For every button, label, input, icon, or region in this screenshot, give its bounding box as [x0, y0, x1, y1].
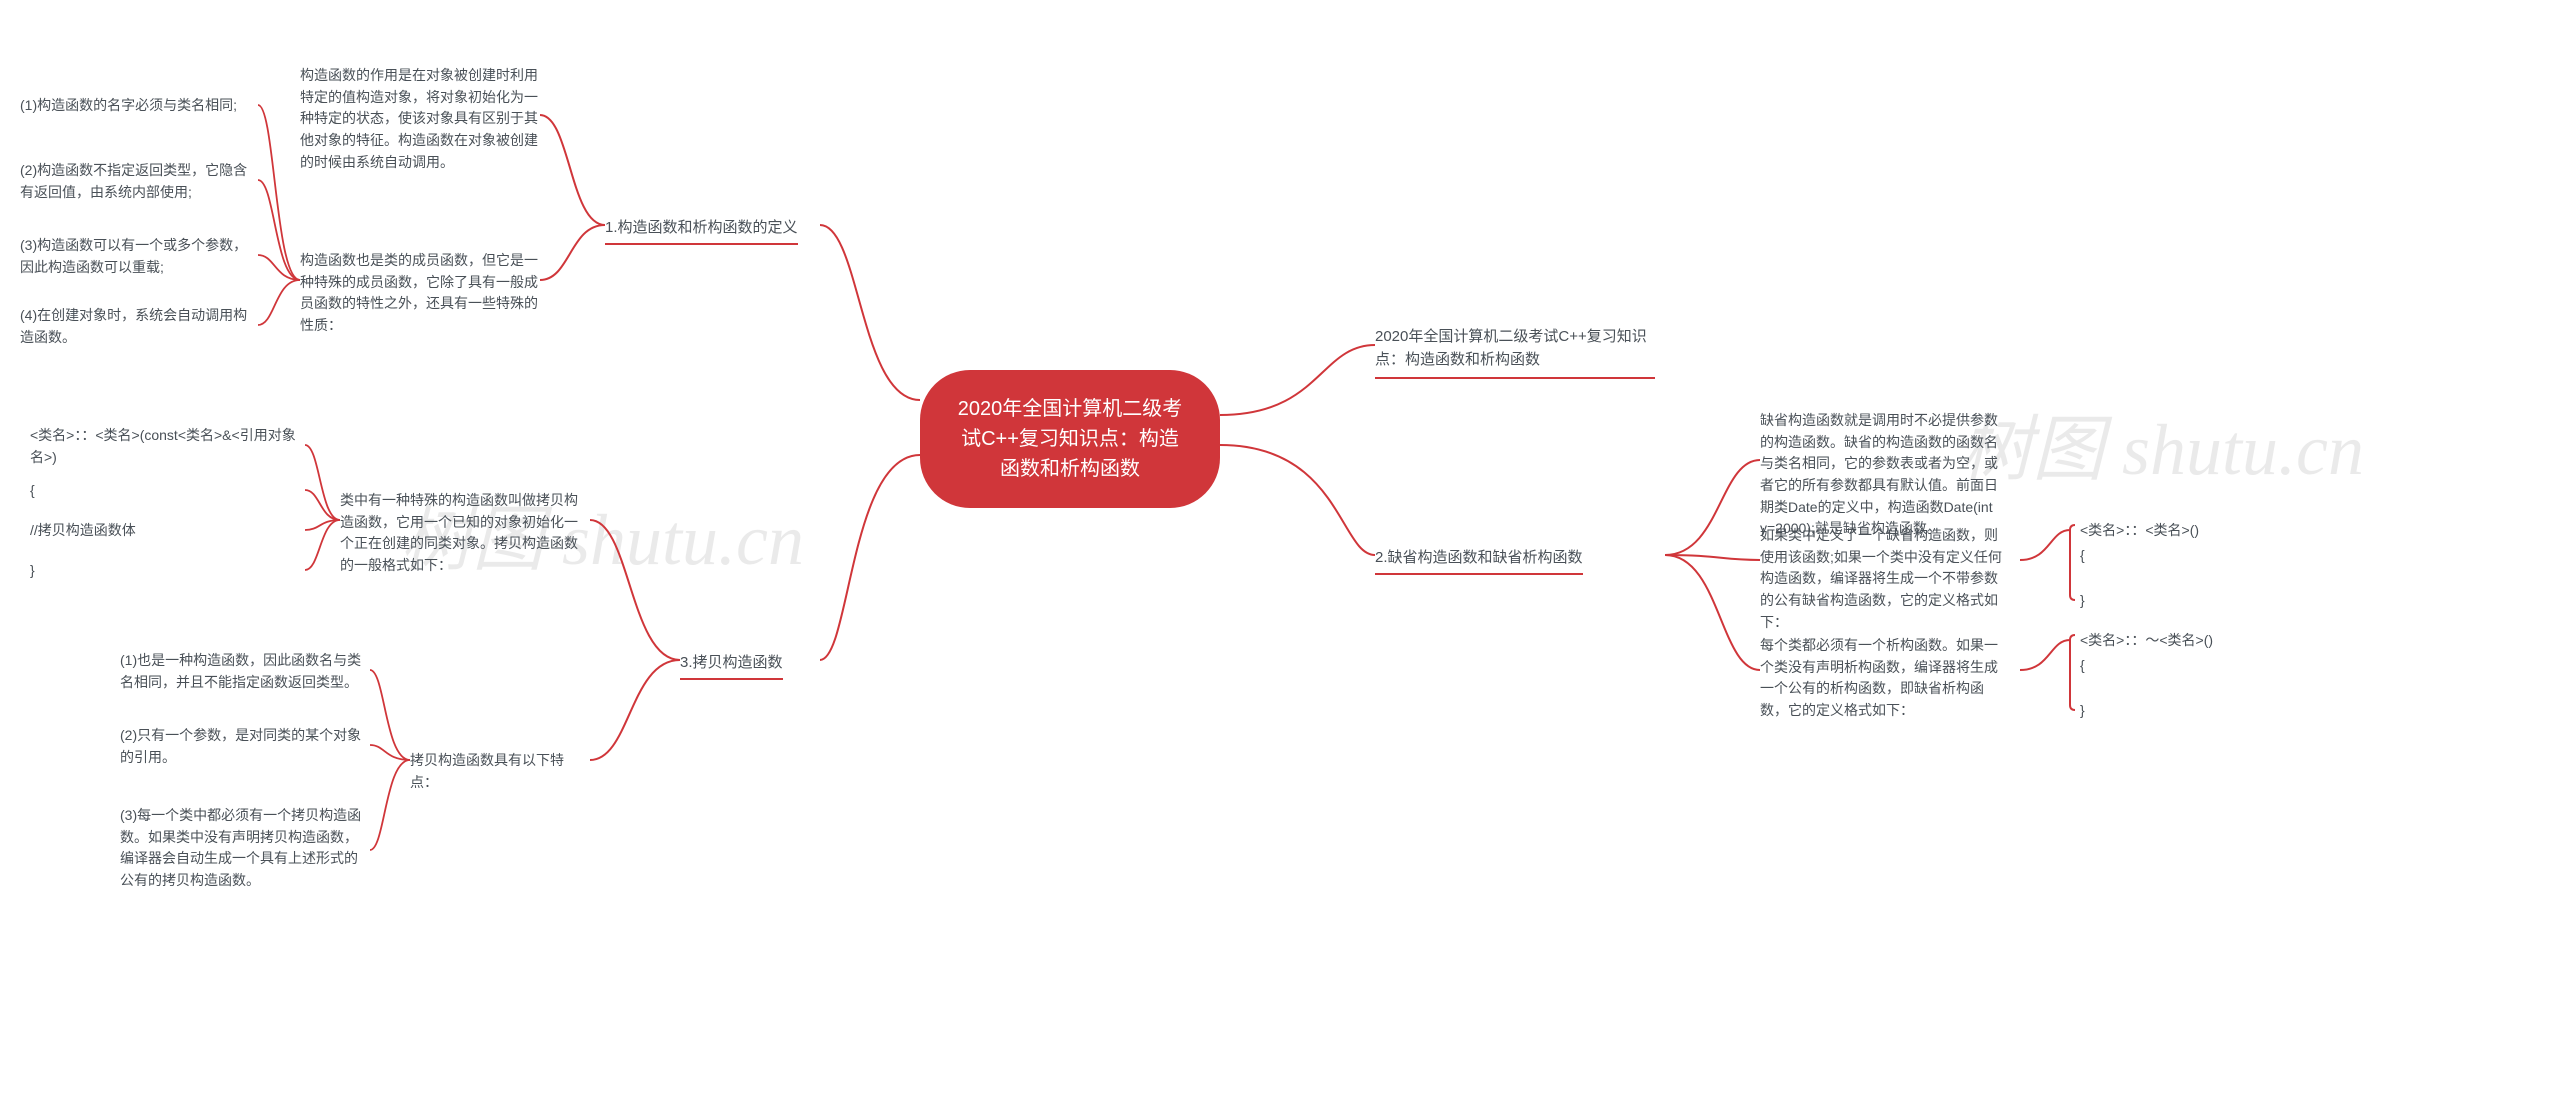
leaf-l1-b-4: (4)在创建对象时，系统会自动调用构造函数。: [20, 305, 250, 348]
leaf-l2-a-code1: <类名>：：<类名>(const<类名>&<引用对象名>): [30, 425, 300, 468]
leaf-l2-a: 类中有一种特殊的构造函数叫做拷贝构造函数，它用一个已知的对象初始化一个正在创建的…: [340, 490, 590, 577]
leaf-l2-b-1: (1)也是一种构造函数，因此函数名与类名相同，并且不能指定函数返回类型。: [120, 650, 365, 693]
root-node[interactable]: 2020年全国计算机二级考试C++复习知识点：构造函数和析构函数: [920, 370, 1220, 508]
leaf-l2-a-code3: //拷贝构造函数体: [30, 520, 136, 542]
leaf-l1-b: 构造函数也是类的成员函数，但它是一种特殊的成员函数，它除了具有一般成员函数的特性…: [300, 250, 540, 337]
leaf-l1-b-2: (2)构造函数不指定返回类型，它隐含有返回值，由系统内部使用;: [20, 160, 250, 203]
leaf-l2-b-3: (3)每一个类中都必须有一个拷贝构造函数。如果类中没有声明拷贝构造函数，编译器会…: [120, 805, 370, 892]
leaf-r1-b-code3: }: [2080, 590, 2085, 612]
leaf-r1-c-code2: {: [2080, 655, 2085, 677]
branch-r1[interactable]: 2.缺省构造函数和缺省析构函数: [1375, 540, 1583, 575]
watermark-right: 树图 shutu.cn: [1960, 390, 2364, 495]
leaf-l1-b-1: (1)构造函数的名字必须与类名相同;: [20, 95, 237, 117]
leaf-l1-a: 构造函数的作用是在对象被创建时利用特定的值构造对象，将对象初始化为一种特定的状态…: [300, 65, 540, 173]
branch-r0[interactable]: 2020年全国计算机二级考试C++复习知识点：构造函数和析构函数: [1375, 320, 1655, 379]
leaf-r1-c-code1: <类名>：：～<类名>(): [2080, 630, 2213, 652]
leaf-l2-b: 拷贝构造函数具有以下特点：: [410, 750, 590, 793]
branch-r0-label: 2020年全国计算机二级考试C++复习知识点：构造函数和析构函数: [1375, 328, 1647, 368]
leaf-r1-b: 如果类中定义了一个缺省构造函数，则使用该函数;如果一个类中没有定义任何构造函数，…: [1760, 525, 2010, 633]
leaf-r1-b-code2: {: [2080, 545, 2085, 567]
leaf-r1-b-code1: <类名>：：<类名>(): [2080, 520, 2199, 542]
leaf-r1-a: 缺省构造函数就是调用时不必提供参数的构造函数。缺省的构造函数的函数名与类名相同，…: [1760, 410, 2010, 540]
branch-l2[interactable]: 3.拷贝构造函数: [680, 645, 783, 680]
leaf-r1-c-code3: }: [2080, 700, 2085, 722]
leaf-l2-a-code2: {: [30, 480, 35, 502]
leaf-l1-b-3: (3)构造函数可以有一个或多个参数，因此构造函数可以重载;: [20, 235, 250, 278]
leaf-l2-a-code4: }: [30, 560, 35, 582]
leaf-r1-c: 每个类都必须有一个析构函数。如果一个类没有声明析构函数，编译器将生成一个公有的析…: [1760, 635, 2010, 722]
branch-l1[interactable]: 1.构造函数和析构函数的定义: [605, 210, 798, 245]
leaf-l2-b-2: (2)只有一个参数，是对同类的某个对象的引用。: [120, 725, 365, 768]
